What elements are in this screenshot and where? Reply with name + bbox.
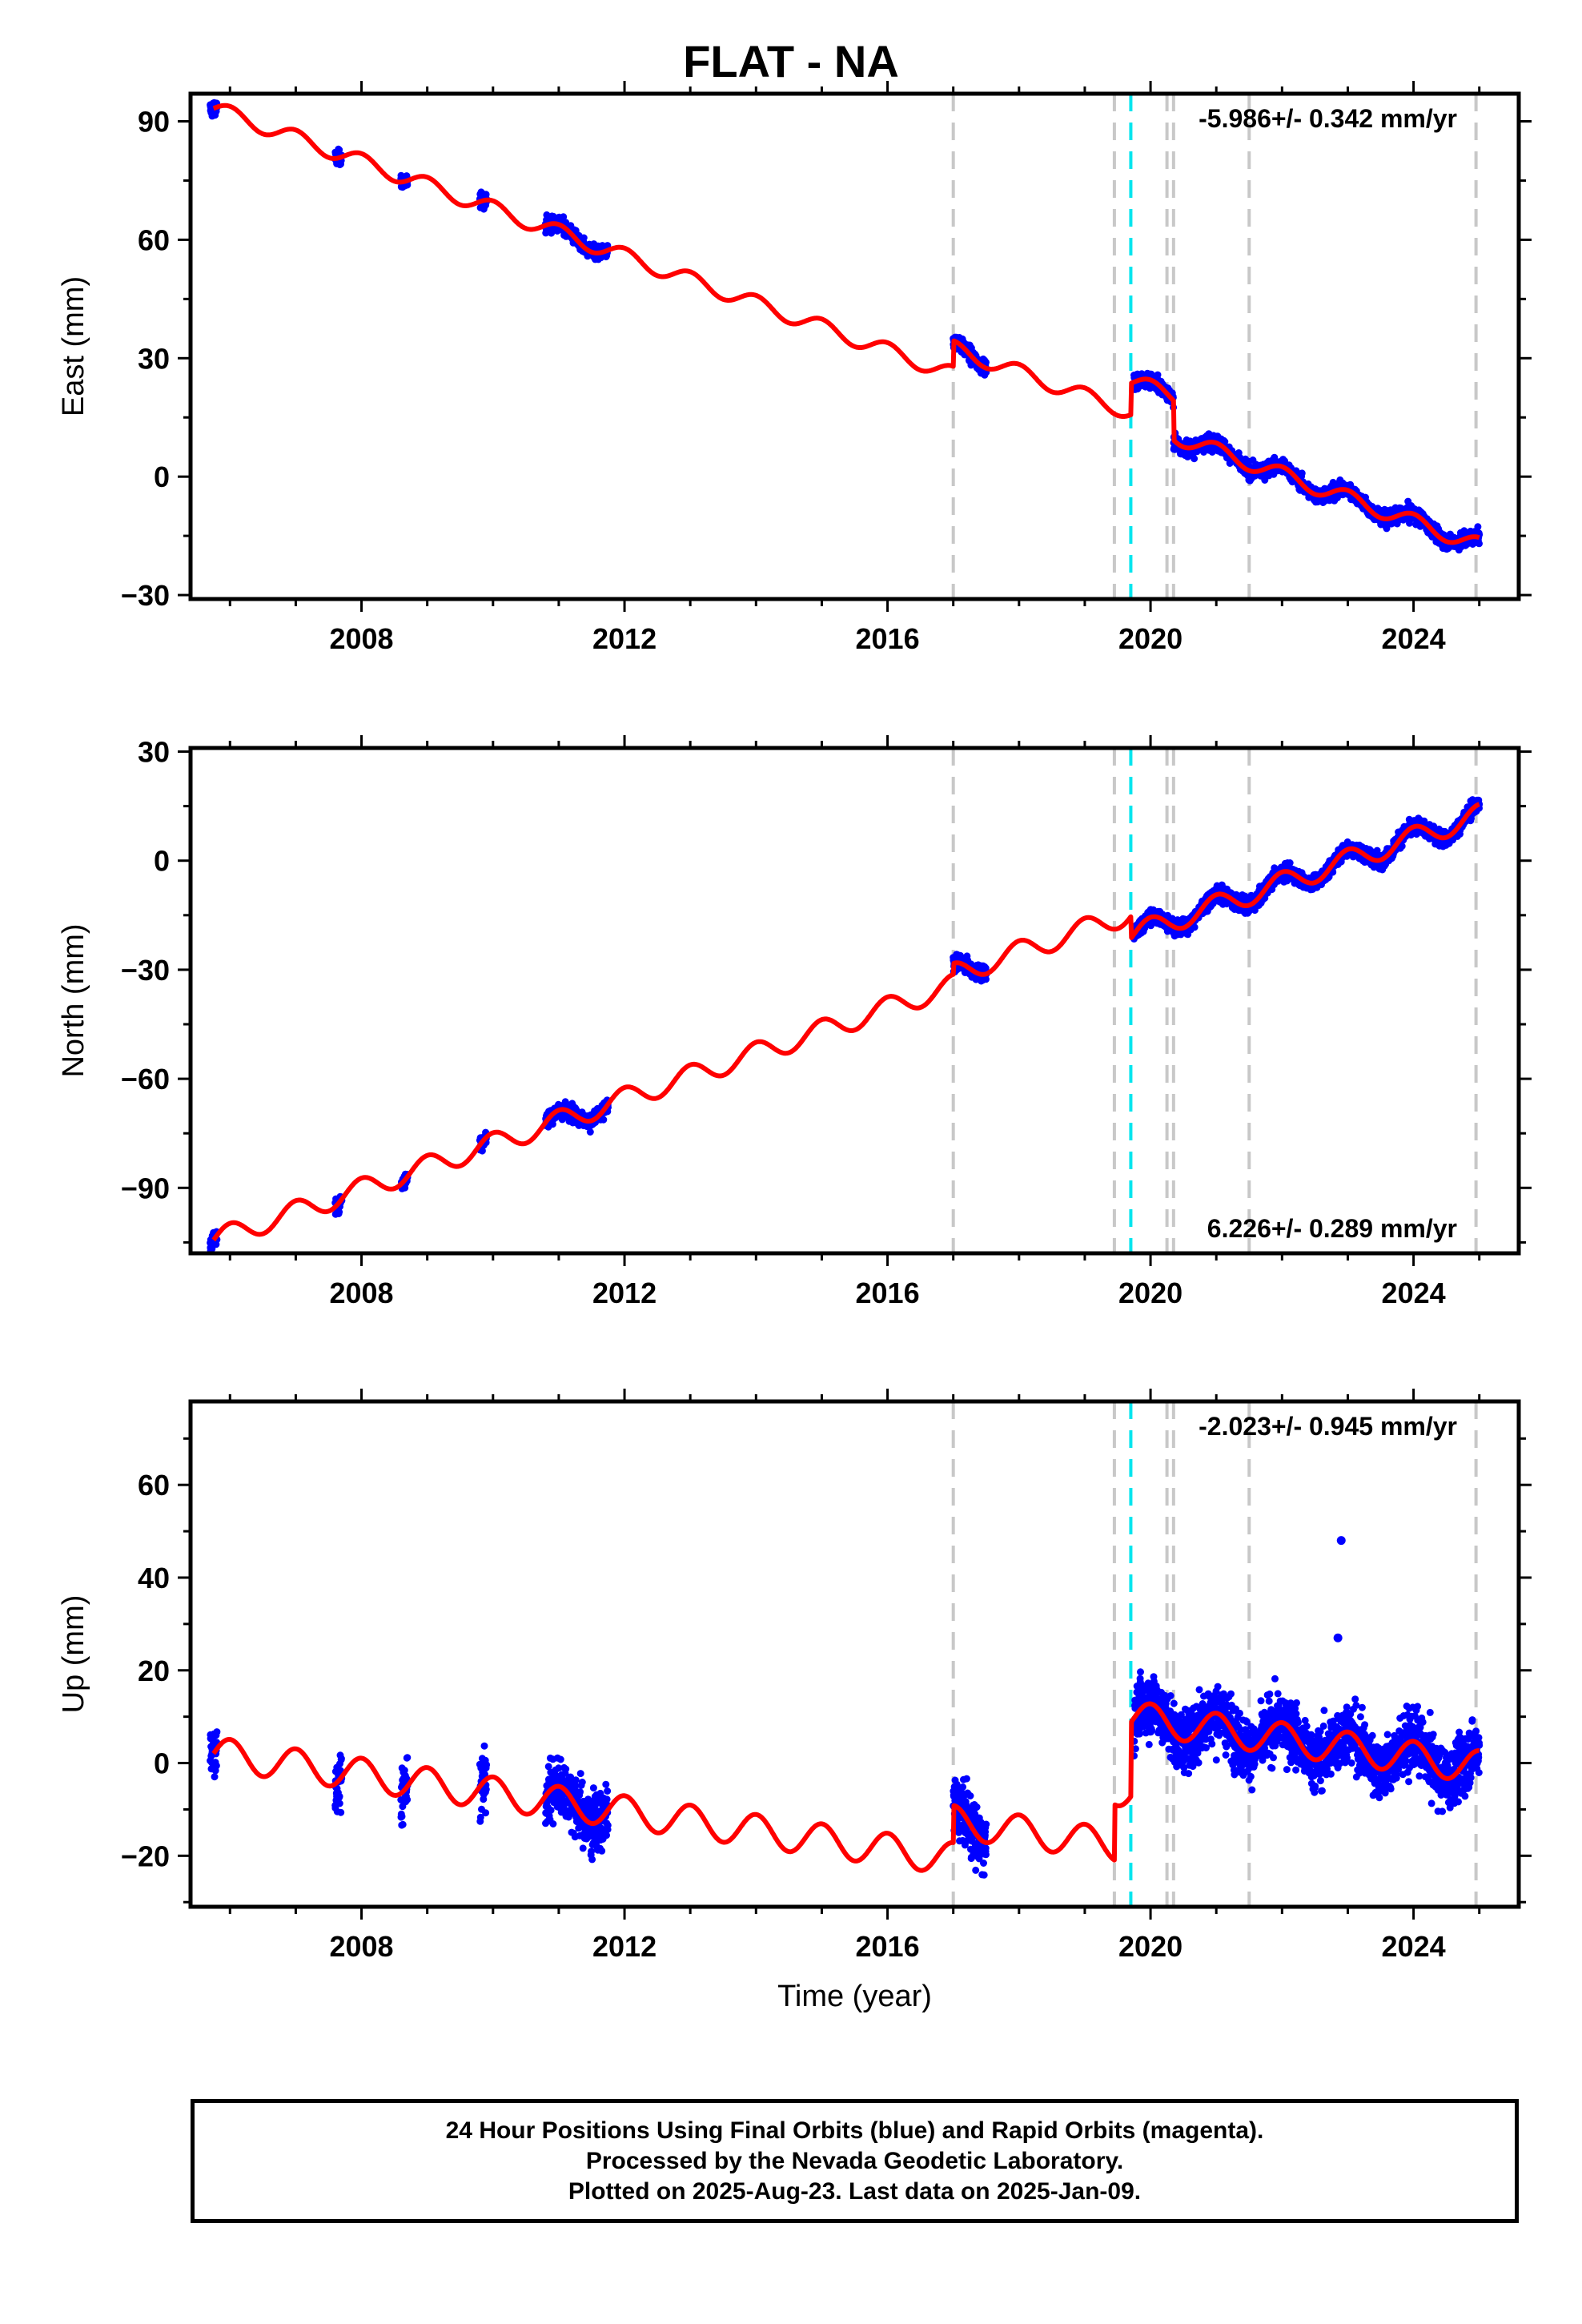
x-axis-label: Time (year)	[777, 1980, 932, 2013]
model-line	[211, 802, 1481, 1242]
rate-label: -2.023+/- 0.945 mm/yr	[1199, 1412, 1457, 1441]
y-tick-label: 60	[138, 223, 170, 256]
rate-label: 6.226+/- 0.289 mm/yr	[1207, 1214, 1457, 1243]
data-points	[1130, 1668, 1484, 1815]
y-axis-label: Up (mm)	[57, 1595, 90, 1714]
footer-line-2: Processed by the Nevada Geodetic Laborat…	[585, 2148, 1124, 2174]
y-tick-label: 0	[154, 845, 170, 878]
data-points	[1130, 369, 1484, 554]
x-tick-label: 2008	[329, 1277, 393, 1309]
x-tick-label: 2020	[1118, 622, 1182, 655]
chart-title: FLAT - NA	[683, 36, 899, 86]
panel-north: 2008 2012 2016 2020 2024 −90 −60 −30 0 30 North (m…	[57, 735, 1532, 1309]
x-tick-label: 2016	[856, 1930, 920, 1963]
plot-area	[207, 94, 1484, 599]
rate-label: -5.986+/- 0.342 mm/yr	[1199, 104, 1457, 133]
y-tick-label: −90	[121, 1172, 170, 1204]
y-tick-label: 60	[138, 1469, 170, 1502]
model-line	[211, 1701, 1481, 1873]
y-tick-label: −20	[121, 1839, 170, 1872]
x-tick-label: 2012	[592, 1277, 656, 1309]
y-tick-label: 0	[154, 460, 170, 493]
y-axis-label: East (mm)	[57, 276, 90, 416]
y-tick-label: 90	[138, 106, 170, 139]
y-tick-label: 40	[138, 1562, 170, 1594]
data-points	[207, 99, 221, 120]
x-tick-label: 2012	[592, 622, 656, 655]
x-tick-label: 2024	[1382, 1930, 1446, 1963]
y-tick-label: 30	[138, 736, 170, 769]
y-tick-label: 30	[138, 342, 170, 375]
footer-box: 24 Hour Positions Using Final Orbits (bl…	[191, 2099, 1519, 2223]
x-tick-label: 2008	[329, 622, 393, 655]
x-tick-label: 2012	[592, 1930, 656, 1963]
x-tick-label: 2024	[1382, 622, 1446, 655]
panel-frame	[188, 91, 1521, 601]
x-tick-label: 2024	[1382, 1277, 1446, 1309]
data-points	[1130, 796, 1484, 943]
x-tick-label: 2020	[1118, 1277, 1182, 1309]
panel-frame	[188, 1399, 1521, 1909]
footer-line-3: Plotted on 2025-Aug-23. Last data on 202…	[568, 2178, 1142, 2205]
y-tick-label: −60	[121, 1063, 170, 1096]
y-tick-label: 20	[138, 1655, 170, 1687]
y-tick-label: 0	[154, 1747, 170, 1780]
y-tick-label: −30	[121, 579, 170, 612]
outlier-point	[1333, 1633, 1343, 1642]
panel-up: 2008 2012 2016 2020 2024 −20 0 20 40 60 Up (mm) -2.…	[57, 1389, 1532, 2013]
data-points	[207, 1728, 221, 1781]
x-tick-label: 2020	[1118, 1930, 1182, 1963]
panel-frame	[188, 746, 1521, 1256]
x-tick-label: 2008	[329, 1930, 393, 1963]
footer-line-1: 24 Hour Positions Using Final Orbits (bl…	[445, 2117, 1264, 2144]
plot-area	[207, 748, 1484, 1253]
x-tick-label: 2016	[856, 1277, 920, 1309]
plot-area	[207, 1401, 1484, 1907]
model-line	[211, 103, 1481, 545]
outlier-point	[1336, 1536, 1346, 1546]
panel-east: 2008 2012 2016 2020 2024 −30 0 30 60 90 East (mm) -…	[57, 81, 1532, 655]
y-tick-label: −30	[121, 954, 170, 987]
y-axis-label: North (mm)	[57, 923, 90, 1077]
x-tick-label: 2016	[856, 622, 920, 655]
